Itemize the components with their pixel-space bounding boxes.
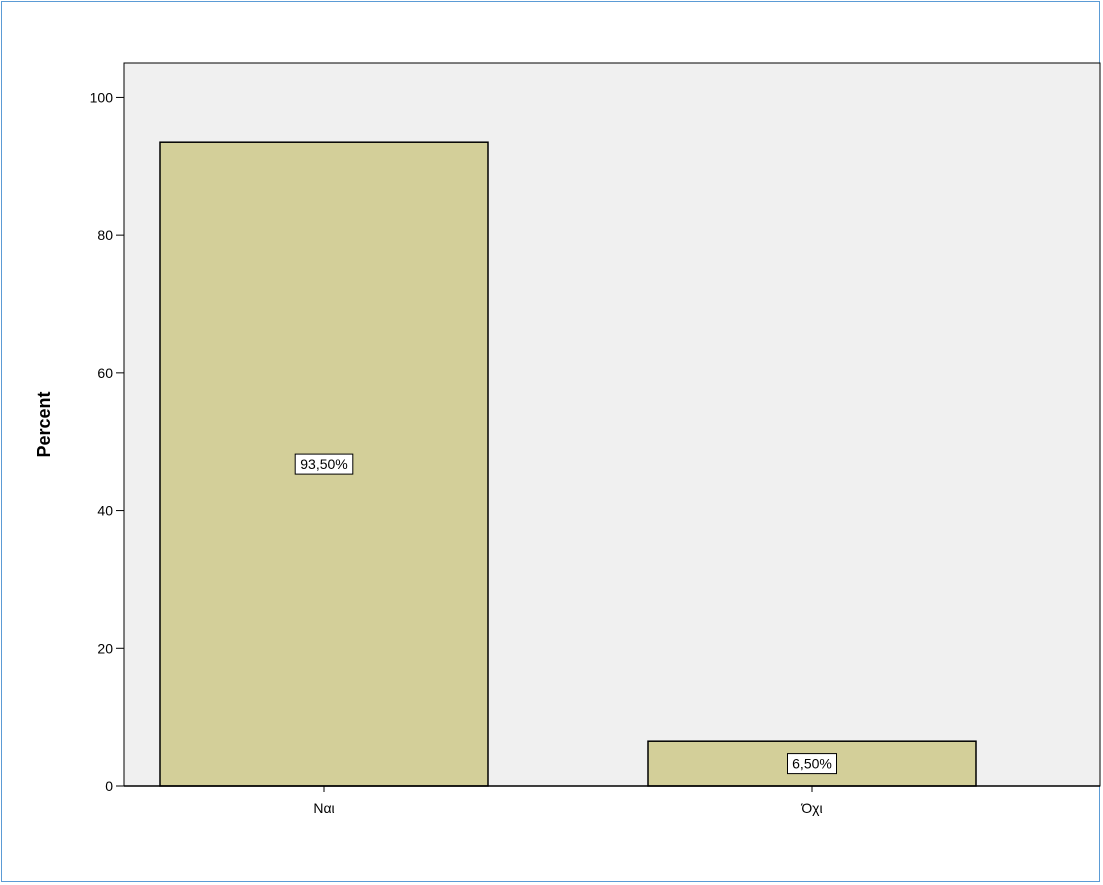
y-tick-label-60: 60 (97, 365, 113, 381)
x-tick-label-1: Ναι (313, 800, 334, 816)
data-label-box-2 (787, 753, 837, 775)
y-tick-label-0: 0 (105, 778, 113, 794)
y-axis-label: Percent (34, 391, 54, 457)
data-labels-group: 93,50% 6,50% (294, 453, 837, 775)
x-tick-label-2: Όχι (800, 800, 822, 816)
data-label-box-1 (294, 453, 354, 475)
y-tick-label-80: 80 (97, 227, 113, 243)
y-tick-label-20: 20 (97, 640, 113, 656)
data-label-2: 6,50% (792, 756, 832, 772)
y-tick-label-40: 40 (97, 503, 113, 519)
data-label-1: 93,50% (300, 456, 347, 472)
y-axis: 0 20 40 60 80 100 (90, 89, 124, 794)
x-axis: Ναι Όχι (124, 785, 1100, 816)
y-tick-label-100: 100 (90, 89, 114, 105)
